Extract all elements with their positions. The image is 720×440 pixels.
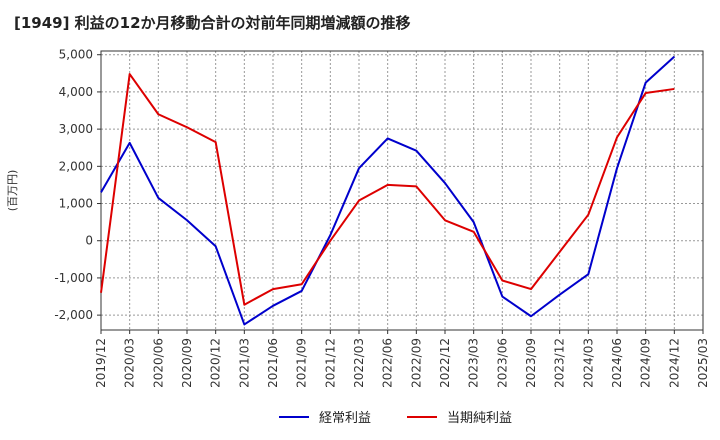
x-tick-label: 2022/12 (438, 338, 452, 388)
grid (101, 51, 703, 330)
x-tick-label: 2025/03 (696, 338, 710, 388)
x-tick-label: 2020/06 (151, 338, 165, 388)
x-tick-label: 2024/06 (610, 338, 624, 388)
series-line-1 (100, 55, 676, 326)
x-tick-label: 2022/03 (352, 338, 366, 388)
x-tick-label: 2021/12 (323, 338, 337, 388)
x-tick-label: 2020/09 (180, 338, 194, 388)
x-tick-label: 2023/12 (553, 338, 567, 388)
legend-label-2: 当期純利益 (447, 411, 512, 426)
x-tick-label: 2019/12 (94, 338, 108, 388)
x-tick-label: 2021/03 (237, 338, 251, 388)
y-axis: 5,000 4,000 3,000 2,000 1,000 0 -1,000 -2,000 (54, 48, 101, 322)
y-tick-label: 4,000 (59, 85, 93, 99)
y-tick-label: 1,000 (59, 197, 93, 211)
x-tick-label: 2023/09 (524, 338, 538, 388)
legend: 経常利益 当期純利益 (279, 411, 512, 426)
x-tick-label: 2020/12 (209, 338, 223, 388)
plot-frame (100, 50, 704, 331)
x-tick-label: 2021/09 (295, 338, 309, 388)
y-tick-label: 0 (85, 234, 93, 248)
x-tick-label: 2022/06 (381, 338, 395, 388)
series-lines (100, 55, 676, 326)
x-tick-label: 2024/09 (639, 338, 653, 388)
x-tick-label: 2023/03 (467, 338, 481, 388)
x-tick-label: 2021/06 (266, 338, 280, 388)
x-tick-label: 2022/09 (409, 338, 423, 388)
x-axis: 2019/12 2020/03 2020/06 2020/09 2020/12 2021/… (94, 330, 710, 388)
y-tick-label: 5,000 (59, 48, 93, 62)
y-tick-label: 3,000 (59, 122, 93, 136)
x-tick-label: 2024/03 (581, 338, 595, 388)
series-line-2 (100, 73, 675, 306)
y-tick-label: -1,000 (54, 271, 93, 285)
x-tick-label: 2023/06 (495, 338, 509, 388)
x-tick-label: 2024/12 (667, 338, 681, 388)
legend-label-1: 経常利益 (319, 411, 371, 426)
x-tick-label: 2020/03 (123, 338, 137, 388)
y-axis-label: (百万円) (6, 170, 19, 212)
chart-title: [1949] 利益の12か月移動合計の対前年同期増減額の推移 (14, 14, 411, 32)
y-tick-label: -2,000 (54, 308, 93, 322)
y-tick-label: 2,000 (59, 159, 93, 173)
